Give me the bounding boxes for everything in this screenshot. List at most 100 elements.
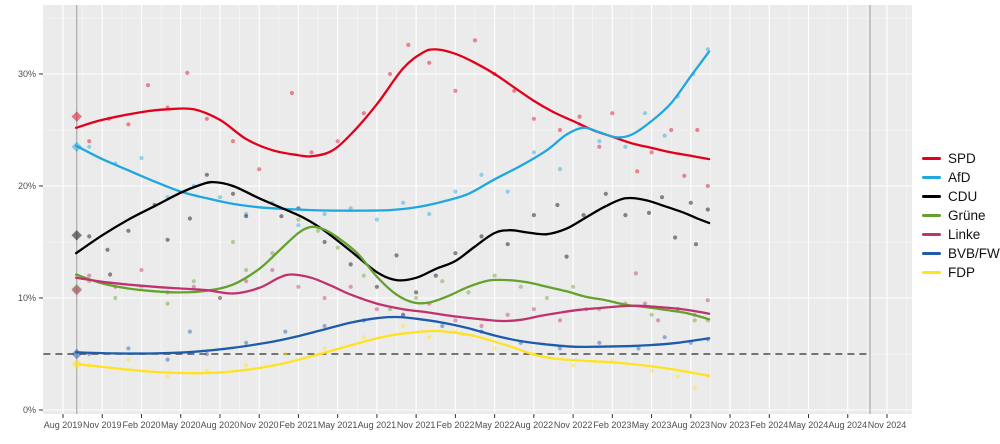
poll-point-AfD (557, 167, 563, 172)
poll-point-Linke (244, 279, 249, 284)
poll-point-Linke (87, 273, 92, 278)
poll-point-Linke (479, 323, 484, 329)
poll-point-AfD (597, 139, 602, 144)
poll-point-CDU (87, 234, 92, 239)
x-tick-label: Feb 2024 (750, 420, 788, 430)
x-tick-label: Aug 2022 (515, 420, 554, 430)
poll-point-CDU (374, 284, 379, 289)
poll-point-BVB/FW (401, 312, 406, 317)
x-tick-label: Aug 2021 (358, 420, 397, 430)
legend-item-Linke: Linke (922, 225, 1000, 244)
poll-point-SPD (87, 139, 92, 144)
poll-point-Linke (374, 307, 379, 312)
x-tick-label: Feb 2020 (122, 420, 160, 430)
x-tick-label: May 2021 (318, 420, 358, 430)
poll-point-Grüne (270, 251, 275, 256)
poll-point-CDU (187, 216, 192, 221)
poll-point-SPD (126, 122, 131, 127)
x-tick-label: Feb 2021 (279, 420, 317, 430)
legend-label: AfD (948, 169, 971, 185)
poll-point-SPD (597, 144, 602, 149)
legend-label: CDU (948, 188, 978, 204)
poll-point-CDU (394, 253, 399, 258)
poll-point-SPD (185, 70, 190, 75)
poll-point-BVB/FW (126, 346, 131, 351)
legend-key-box (922, 264, 941, 281)
election-date-lines (76, 5, 871, 414)
poll-point-Grüne (165, 301, 170, 306)
poll-point-Linke (453, 318, 458, 323)
poll-point-FDP (322, 346, 327, 351)
axis-ticks-and-labels: Aug 2019 Nov 2019 Feb 2020 May 2020 Aug 2020… (18, 69, 906, 430)
poll-point-Linke (322, 295, 327, 301)
poll-point-CDU (433, 273, 438, 278)
legend-key-box (922, 245, 941, 262)
poll-point-CDU (693, 242, 699, 247)
poll-scatter-points (87, 38, 710, 390)
poll-point-SPD (649, 150, 654, 155)
poll-point-AfD (505, 189, 510, 194)
trend-line-Grüne (74, 225, 711, 321)
poll-point-AfD (217, 195, 223, 200)
x-tick-label: May 2022 (475, 420, 515, 430)
poll-point-AfD (705, 47, 710, 52)
poll-point-Linke (191, 284, 196, 289)
x-tick-label: Nov 2021 (397, 420, 436, 430)
poll-point-SPD (361, 111, 366, 116)
poll-point-AfD (662, 133, 667, 138)
poll-point-FDP (244, 363, 249, 368)
poll-point-Grüne (230, 239, 236, 245)
poll-point-AfD (139, 155, 144, 161)
poll-point-Grüne (113, 295, 118, 301)
x-tick-label: Aug 2024 (828, 420, 867, 430)
poll-point-FDP (610, 357, 615, 362)
x-tick-label: Aug 2019 (44, 420, 83, 430)
poll-point-SPD (335, 139, 340, 144)
poll-point-CDU (105, 247, 110, 252)
trend-line-AfD (74, 50, 711, 212)
poll-point-SPD (577, 114, 582, 119)
poll-point-SPD (309, 150, 314, 155)
poll-point-Linke (656, 318, 661, 323)
poll-point-FDP (361, 335, 366, 340)
legend-key-box (922, 169, 941, 186)
poll-point-Grüne (387, 307, 393, 312)
poll-point-FDP (649, 368, 654, 373)
poll-point-Grüne (649, 312, 654, 317)
poll-point-BVB/FW (662, 335, 667, 340)
legend-label: FDP (948, 264, 975, 280)
legend-line-swatch-Grüne (922, 214, 941, 217)
poll-point-Grüne (296, 217, 301, 222)
poll-point-AfD (87, 144, 92, 149)
poll-point-AfD (427, 211, 432, 217)
poll-point-BVB/FW (557, 346, 563, 351)
poll-point-Linke (642, 301, 648, 306)
legend: SPD AfD CDU Grüne Linke BVB/FW FDP (922, 149, 1000, 282)
poll-point-CDU (244, 214, 249, 219)
legend-label: BVB/FW (948, 245, 1000, 261)
poll-point-CDU (531, 213, 537, 218)
poll-point-AfD (374, 217, 379, 222)
poll-point-FDP (692, 385, 697, 390)
poll-point-CDU (505, 242, 510, 247)
x-tick-label: Aug 2023 (672, 420, 711, 430)
poll-point-SPD (472, 38, 478, 43)
poll-point-CDU (581, 213, 586, 218)
x-tick-label: Nov 2024 (868, 420, 907, 430)
trend-line-FDP (74, 329, 711, 377)
poll-point-Grüne (440, 279, 445, 284)
result-2019-diamond-BVB/FW (71, 348, 82, 360)
poll-point-Grüne (315, 228, 321, 233)
poll-point-SPD (204, 116, 209, 121)
legend-label: SPD (948, 150, 976, 166)
poll-point-BVB/FW (165, 357, 170, 362)
legend-item-Grüne: Grüne (922, 206, 1000, 225)
y-tick-label: 30% (18, 69, 36, 79)
poll-point-Linke (270, 267, 275, 273)
poll-point-CDU (659, 195, 665, 200)
poll-point-BVB/FW (283, 329, 288, 334)
poll-point-AfD (531, 150, 537, 155)
x-tick-label: Nov 2023 (711, 420, 750, 430)
poll-point-Grüne (191, 279, 196, 284)
